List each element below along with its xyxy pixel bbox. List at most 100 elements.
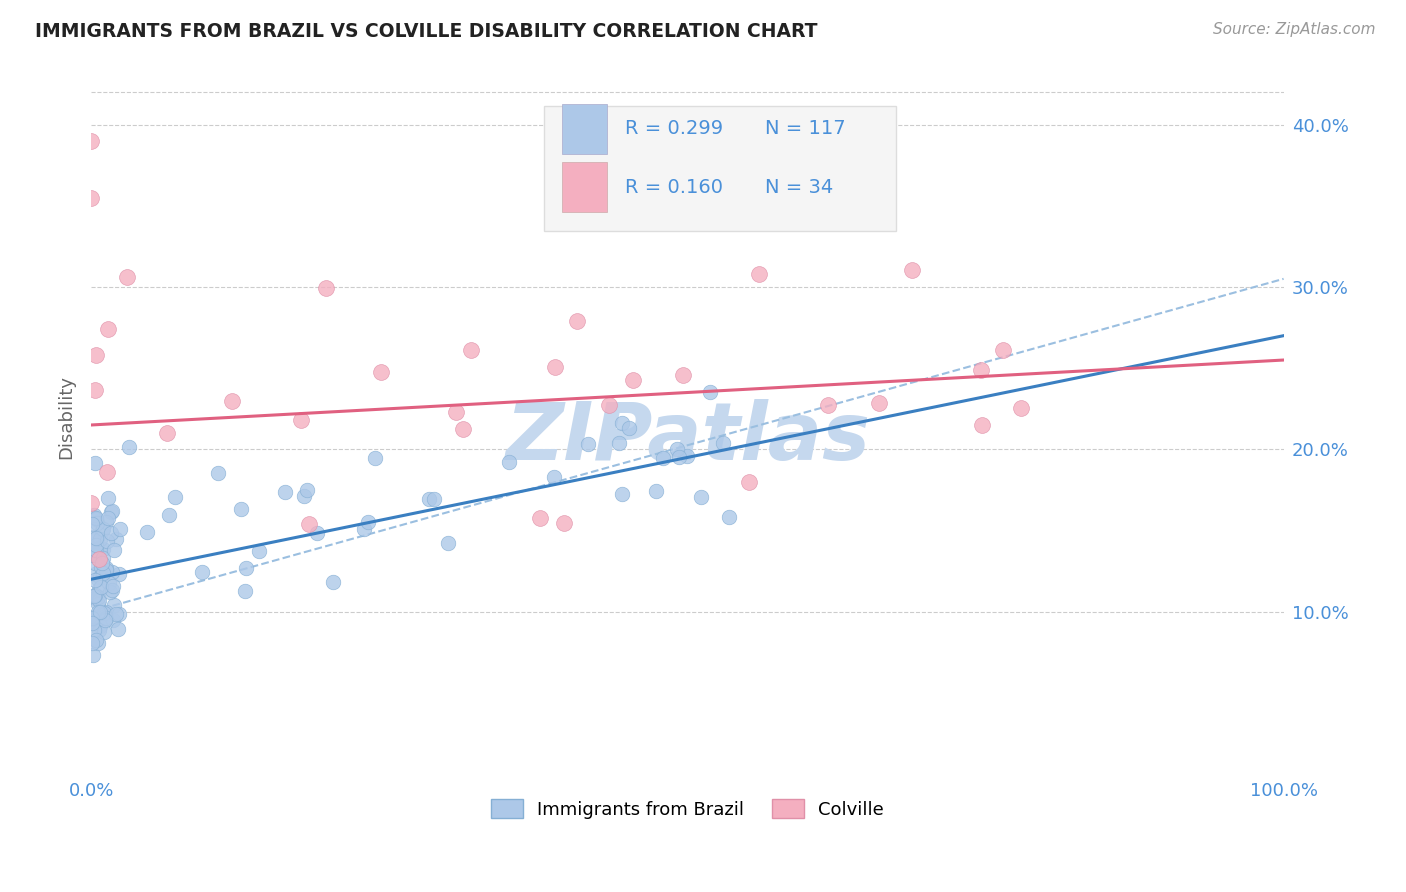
Legend: Immigrants from Brazil, Colville: Immigrants from Brazil, Colville — [484, 792, 891, 826]
Point — [94, 605, 117, 619]
Point — [231, 502, 253, 516]
Point — [451, 422, 474, 436]
Point — [104, 533, 127, 547]
Point — [221, 393, 243, 408]
Point — [363, 451, 385, 466]
Point — [617, 421, 640, 435]
Point — [901, 263, 924, 277]
Point — [576, 437, 599, 451]
Point — [80, 548, 103, 562]
Point — [322, 575, 344, 590]
Point — [868, 396, 890, 410]
Point — [157, 508, 180, 522]
Text: R = 0.299: R = 0.299 — [626, 119, 724, 138]
Point — [370, 365, 392, 379]
Point — [666, 442, 689, 456]
Point — [235, 561, 257, 575]
Point — [446, 404, 468, 418]
Point — [748, 267, 770, 281]
Point — [107, 623, 129, 637]
Point — [233, 584, 256, 599]
Point — [83, 548, 105, 562]
Point — [105, 607, 128, 621]
Y-axis label: Disability: Disability — [58, 375, 75, 458]
Point — [89, 619, 111, 633]
Point — [247, 544, 270, 558]
Point — [93, 624, 115, 639]
Point — [89, 623, 111, 637]
Point — [82, 611, 104, 625]
Point — [101, 504, 124, 518]
Point — [91, 566, 114, 580]
Point — [101, 579, 124, 593]
Point — [96, 515, 118, 529]
Point — [357, 515, 380, 529]
Point — [103, 543, 125, 558]
Point — [83, 566, 105, 581]
Point — [83, 556, 105, 570]
Point — [96, 534, 118, 549]
Point — [460, 343, 482, 357]
Point — [672, 368, 695, 383]
Text: IMMIGRANTS FROM BRAZIL VS COLVILLE DISABILITY CORRELATION CHART: IMMIGRANTS FROM BRAZIL VS COLVILLE DISAB… — [35, 22, 818, 41]
Point — [100, 525, 122, 540]
Point — [98, 584, 121, 599]
Point — [498, 455, 520, 469]
Point — [94, 561, 117, 575]
Point — [83, 546, 105, 560]
Point — [87, 590, 110, 604]
Point — [86, 532, 108, 546]
Point — [612, 487, 634, 501]
Point — [84, 348, 107, 362]
Point — [738, 475, 761, 490]
Point — [93, 606, 115, 620]
Point — [292, 489, 315, 503]
Point — [97, 511, 120, 525]
Point — [817, 398, 839, 412]
Point — [90, 523, 112, 537]
Point — [84, 511, 107, 525]
Point — [87, 597, 110, 611]
Point — [84, 536, 107, 550]
Point — [298, 517, 321, 532]
Point — [115, 270, 138, 285]
Point — [94, 613, 117, 627]
Point — [89, 532, 111, 546]
Point — [136, 525, 159, 540]
Point — [107, 566, 129, 581]
FancyBboxPatch shape — [562, 103, 607, 153]
Point — [690, 490, 713, 504]
Point — [543, 469, 565, 483]
Point — [117, 440, 139, 454]
Point — [610, 416, 633, 430]
Point — [91, 541, 114, 556]
Point — [84, 383, 107, 397]
Point — [97, 576, 120, 591]
Point — [87, 549, 110, 563]
Point — [295, 483, 318, 498]
Point — [80, 517, 103, 532]
Text: N = 117: N = 117 — [765, 119, 845, 138]
Point — [100, 565, 122, 579]
Point — [315, 281, 337, 295]
Point — [84, 512, 107, 526]
Point — [90, 560, 112, 574]
Point — [84, 456, 107, 470]
Point — [80, 134, 103, 148]
Text: Source: ZipAtlas.com: Source: ZipAtlas.com — [1212, 22, 1375, 37]
Point — [652, 451, 675, 466]
Point — [91, 570, 114, 584]
Point — [82, 612, 104, 626]
Point — [82, 636, 104, 650]
Point — [91, 522, 114, 536]
Point — [699, 385, 721, 400]
Point — [84, 588, 107, 602]
Point — [565, 314, 588, 328]
Point — [84, 543, 107, 558]
Point — [717, 510, 740, 524]
Point — [96, 611, 118, 625]
Point — [89, 570, 111, 584]
Point — [274, 485, 297, 500]
Point — [645, 484, 668, 499]
Point — [418, 491, 440, 506]
